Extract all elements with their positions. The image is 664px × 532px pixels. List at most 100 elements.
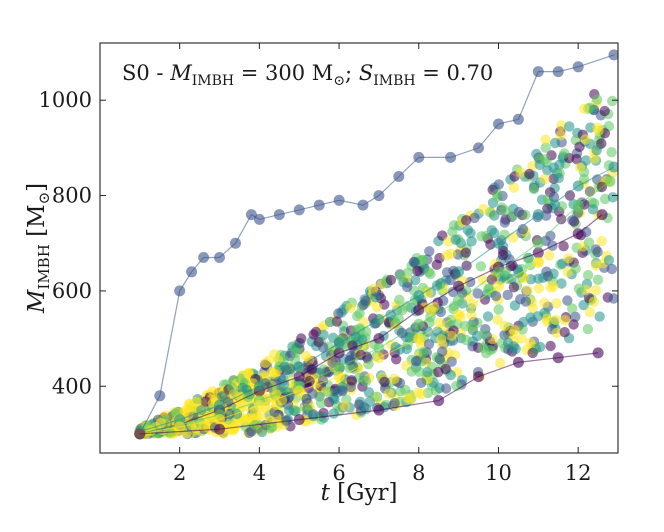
scatter-point (567, 303, 578, 314)
scatter-point (465, 227, 476, 239)
scatter-point (477, 274, 489, 286)
scatter-point (191, 396, 202, 407)
scatter-point (302, 404, 313, 415)
scatter-point (497, 249, 509, 261)
scatter-point (450, 234, 461, 245)
series-point (373, 404, 385, 416)
scatter-point (410, 274, 421, 286)
scatter-point (308, 410, 319, 422)
scatter-point (508, 182, 520, 193)
series-point (293, 385, 305, 397)
scatter-point (433, 366, 444, 378)
series-point (373, 314, 385, 325)
series-point (373, 190, 385, 202)
series-track-teal (134, 161, 618, 437)
scatter-point (339, 400, 350, 412)
series-point (333, 347, 345, 359)
y-tick-label: 800 (52, 184, 92, 208)
scatter-point (584, 186, 596, 197)
scatter-point (337, 385, 348, 397)
scatter-point (226, 382, 238, 393)
scatter-point (350, 331, 362, 342)
scatter-point (391, 354, 402, 365)
scatter-point (385, 274, 397, 286)
series-point (245, 209, 257, 221)
series-point (393, 171, 405, 182)
scatter-point (370, 292, 381, 303)
scatter-point (539, 154, 551, 165)
series-point (273, 209, 285, 221)
scatter-point (492, 314, 503, 325)
scatter-point (558, 241, 569, 252)
scatter-point (429, 301, 440, 313)
scatter-point (414, 366, 425, 377)
scatter-point (354, 308, 365, 319)
scatter-point (466, 236, 477, 247)
series-point (333, 361, 345, 373)
series-point (293, 414, 305, 426)
series-point (413, 304, 425, 316)
scatter-point (493, 304, 504, 315)
scatter-point (440, 383, 452, 394)
scatter-point (549, 199, 561, 210)
scatter-point (584, 306, 596, 318)
scatter-point (555, 130, 566, 141)
series-point (608, 161, 618, 173)
scatter-point (318, 412, 330, 423)
scatter-point (508, 282, 520, 293)
scatter-point (553, 172, 564, 184)
series-track-low-purple (134, 347, 604, 440)
scatter-point (415, 377, 427, 388)
series-point (333, 337, 345, 349)
scatter-point (486, 274, 497, 285)
series-layer (134, 49, 618, 440)
scatter-point (499, 217, 510, 228)
y-tick-label: 600 (52, 279, 92, 303)
scatter-point (371, 302, 383, 313)
scatter-point (592, 246, 603, 258)
scatter-point (607, 95, 618, 107)
scatter-point (269, 369, 281, 380)
scatter-point (499, 320, 510, 332)
series-point (532, 256, 544, 268)
scatter-point (567, 215, 578, 226)
scatter-point (564, 190, 576, 201)
series-point (293, 371, 305, 383)
scatter-point (395, 270, 406, 282)
scatter-point (489, 210, 500, 221)
scatter-point (371, 391, 383, 402)
scatter-point (475, 261, 487, 272)
scatter-point (590, 260, 602, 271)
scatter-point (431, 280, 443, 291)
scatter-point (533, 283, 545, 294)
scatter-point (445, 248, 457, 259)
scatter-point (360, 295, 371, 307)
series-point (293, 361, 305, 373)
series-point (186, 266, 198, 278)
scatter-point (333, 308, 344, 319)
scatter-point (587, 204, 599, 215)
series-point (532, 66, 544, 78)
scatter-point (423, 267, 434, 278)
scatter-point (548, 268, 559, 279)
series-point (154, 390, 166, 402)
scatter-point (559, 315, 571, 326)
x-tick-label: 4 (253, 461, 266, 485)
scatter-point (460, 334, 472, 346)
scatter-point (324, 316, 336, 328)
scatter-point (562, 266, 574, 278)
background-scatter (134, 89, 618, 440)
scatter-point (394, 294, 405, 305)
scatter-point (583, 237, 595, 248)
scatter-point (542, 165, 553, 176)
series-point (413, 333, 425, 345)
ticks: 2 4 6 8 10 12 400 600 800 1000 (39, 43, 618, 485)
series-point (230, 237, 241, 249)
series-point (413, 151, 425, 163)
series-point (214, 252, 225, 263)
scatter-point (545, 340, 556, 352)
scatter-point (472, 288, 483, 299)
scatter-point (483, 283, 494, 294)
x-tick-label: 6 (332, 461, 345, 485)
